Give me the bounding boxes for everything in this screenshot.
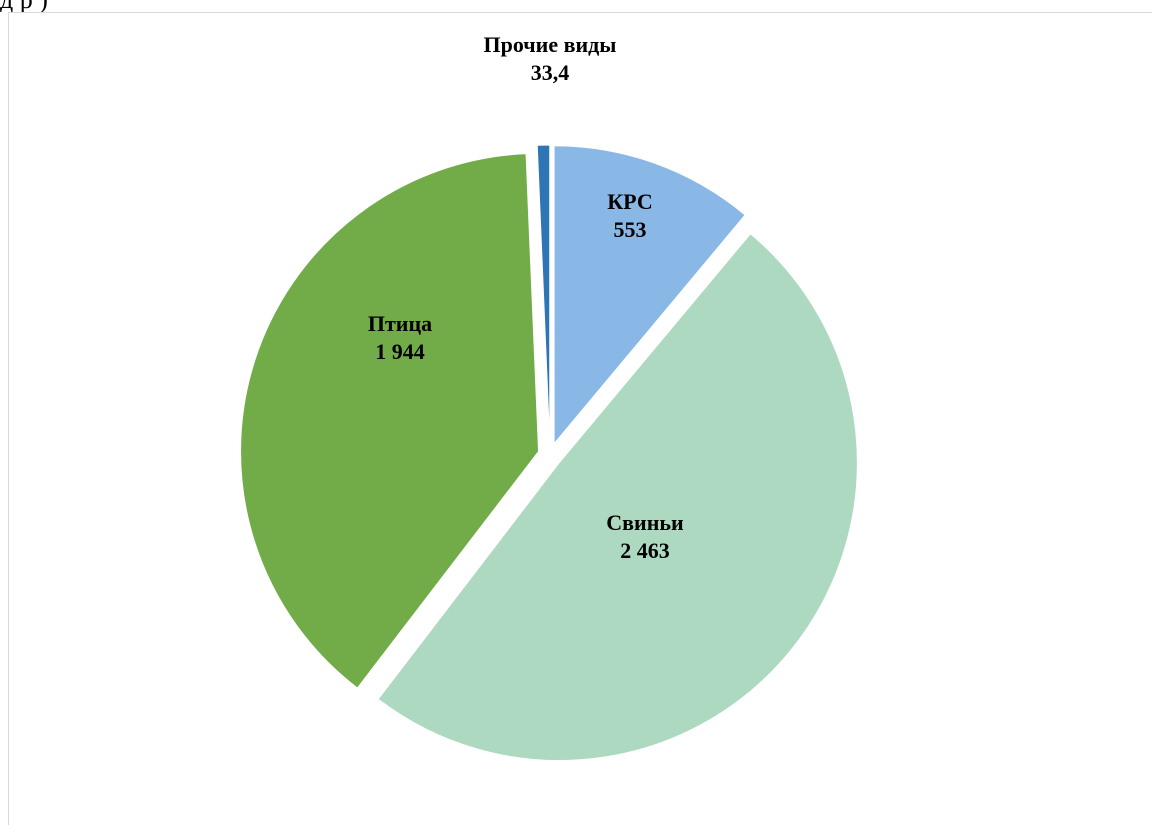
slice-label-4: Прочие виды 33,4	[484, 32, 617, 85]
page-text-fragment: д р )	[0, 0, 1152, 12]
slice-category-label: Свиньи	[606, 510, 684, 535]
slice-category-label: Прочие виды	[484, 32, 617, 57]
slice-label-1: КРС 553	[607, 189, 653, 242]
slice-value-label: 1 944	[375, 339, 425, 364]
slice-value-label: 33,4	[531, 60, 570, 85]
slice-category-label: КРС	[607, 189, 653, 214]
pie-slice-1	[553, 145, 746, 446]
slice-category-label: Птица	[368, 311, 432, 336]
pie-slice-4	[536, 144, 551, 444]
slice-label-2: Свиньи 2 463	[606, 510, 684, 563]
slice-value-label: 2 463	[620, 538, 670, 563]
pie-slice-3	[240, 153, 540, 689]
pie-slice-2	[377, 233, 858, 761]
slice-value-label: 553	[614, 217, 647, 242]
slice-label-3: Птица 1 944	[368, 311, 432, 364]
